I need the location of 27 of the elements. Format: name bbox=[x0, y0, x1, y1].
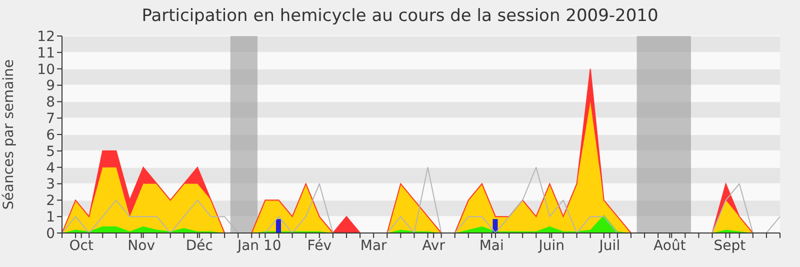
x-tick-label: Août bbox=[654, 238, 686, 254]
x-tick-label: Sept bbox=[714, 238, 746, 254]
y-tick-label: 4 bbox=[46, 160, 56, 176]
x-tick-label: Juin bbox=[538, 238, 565, 254]
y-tick-label: 5 bbox=[46, 144, 55, 160]
y-tick-label: 6 bbox=[46, 127, 56, 144]
x-tick-label: Nov bbox=[128, 238, 156, 254]
y-tick-label: 0 bbox=[46, 226, 55, 242]
x-tick-label: Oct bbox=[69, 238, 94, 254]
y-tick-label: 8 bbox=[46, 94, 55, 111]
y-tick-label: 7 bbox=[46, 111, 55, 128]
y-axis-title: Séances par semaine bbox=[0, 59, 17, 210]
x-tick-label: Mai bbox=[479, 238, 504, 254]
y-tick-label: 9 bbox=[46, 78, 55, 94]
y-tick-label: 1 bbox=[46, 210, 55, 226]
x-tick-label: Jan 10 bbox=[236, 238, 282, 254]
chart-title: Participation en hemicycle au cours de la session 2009-2010 bbox=[140, 6, 660, 26]
x-tick-label: Juil bbox=[598, 238, 620, 254]
x-tick-label: Fév bbox=[307, 238, 332, 254]
y-tick-label: 2 bbox=[46, 193, 55, 210]
y-tick-label: 3 bbox=[46, 176, 55, 193]
y-tick-label: 10 bbox=[37, 62, 55, 78]
x-tick-label: Déc bbox=[186, 238, 213, 254]
y-tick-label: 12 bbox=[37, 28, 55, 45]
x-tick-label: Mar bbox=[360, 238, 388, 254]
x-tick-label: Avr bbox=[422, 238, 446, 254]
y-tick-label: 11 bbox=[37, 45, 55, 62]
